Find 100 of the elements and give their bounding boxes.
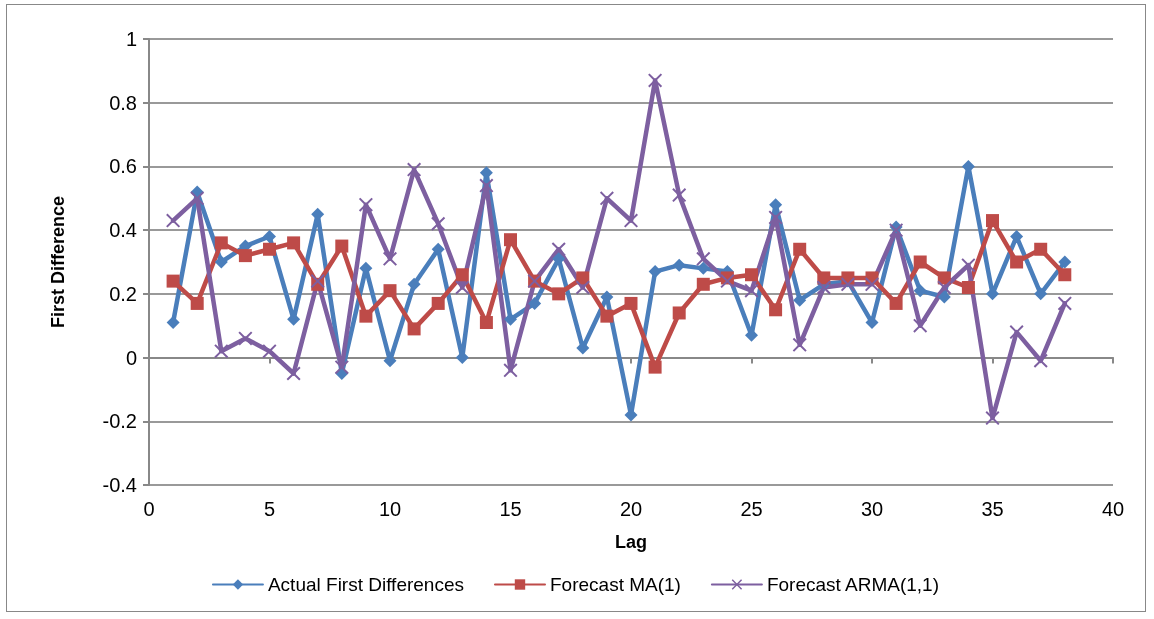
- point: [358, 197, 373, 212]
- point: [551, 242, 566, 257]
- x-tick-label: 25: [740, 498, 763, 520]
- point: [552, 287, 566, 301]
- point: [311, 207, 325, 221]
- x-tick-label: 0: [143, 498, 155, 520]
- point: [575, 280, 590, 295]
- point: [238, 331, 253, 346]
- point: [961, 159, 975, 173]
- point: [937, 271, 951, 285]
- point: [937, 290, 951, 304]
- point: [383, 251, 397, 266]
- point: [286, 366, 301, 381]
- point: [407, 277, 421, 291]
- point: [599, 191, 614, 206]
- point: [816, 280, 831, 295]
- point: [913, 284, 927, 298]
- point: [840, 277, 855, 292]
- y-tick-label: 0.8: [109, 91, 137, 114]
- x-tick-label: 15: [499, 498, 522, 520]
- point: [817, 271, 831, 285]
- y-tick-label: 1: [125, 28, 137, 50]
- point: [937, 280, 952, 295]
- point: [334, 360, 349, 375]
- point: [166, 316, 180, 330]
- point: [696, 261, 710, 275]
- point: [600, 309, 614, 323]
- y-tick-label: -0.4: [102, 474, 137, 496]
- x-tick-label: 30: [860, 498, 884, 520]
- point: [648, 73, 663, 88]
- point: [1034, 242, 1048, 256]
- point: [166, 213, 181, 228]
- y-tick-label: 0.4: [109, 219, 137, 242]
- point: [672, 188, 687, 203]
- point: [1010, 255, 1024, 269]
- point: [455, 351, 469, 365]
- point: [503, 363, 518, 378]
- y-tick-label: 0.6: [109, 155, 137, 178]
- point: [504, 233, 517, 247]
- point: [455, 280, 470, 295]
- point: [672, 306, 686, 320]
- point: [696, 277, 710, 291]
- point: [865, 316, 879, 330]
- point: [792, 337, 807, 352]
- legend-label: Forecast MA(1): [549, 574, 681, 595]
- point: [889, 296, 903, 310]
- x-tick-label: 35: [981, 498, 1004, 520]
- point: [504, 312, 517, 326]
- x-tick-label: 5: [263, 498, 276, 520]
- x-tick-label: 40: [1101, 498, 1125, 520]
- point: [624, 296, 638, 310]
- legend-label: Actual First Differences: [267, 574, 465, 595]
- point: [214, 255, 228, 269]
- point: [407, 322, 421, 336]
- point: [238, 249, 252, 263]
- point: [913, 318, 928, 333]
- point: [431, 242, 445, 256]
- point: [166, 274, 180, 288]
- point: [214, 236, 228, 250]
- point: [913, 255, 927, 269]
- point: [1034, 287, 1048, 301]
- point: [720, 274, 735, 289]
- point: [263, 242, 276, 256]
- point: [190, 191, 205, 206]
- point: [262, 344, 277, 359]
- point: [479, 178, 494, 193]
- point: [431, 216, 446, 231]
- point: [528, 296, 542, 310]
- point: [1057, 296, 1072, 311]
- x-axis-title: Lag: [614, 532, 648, 552]
- y-tick-label: 0.2: [109, 282, 137, 305]
- point: [745, 268, 758, 282]
- point: [190, 296, 204, 310]
- point: [263, 230, 276, 244]
- point: [648, 360, 662, 374]
- point: [648, 265, 662, 279]
- point: [1058, 255, 1072, 269]
- point: [1058, 268, 1072, 282]
- point: [768, 210, 783, 225]
- y-tick-label: -0.2: [102, 410, 137, 433]
- point: [1009, 325, 1024, 340]
- legend-label: Forecast ARMA(1,1): [766, 574, 940, 595]
- y-axis-title: First Difference: [48, 195, 68, 329]
- point: [961, 258, 976, 273]
- x-tick-label: 10: [378, 498, 402, 520]
- point: [961, 280, 975, 294]
- point: [335, 239, 349, 253]
- point: [576, 271, 590, 285]
- point: [214, 344, 229, 359]
- point: [744, 283, 759, 298]
- point: [986, 214, 999, 228]
- y-tick-label: 0: [125, 346, 137, 369]
- point: [696, 251, 711, 266]
- point: [287, 236, 301, 250]
- x-tick-label: 20: [619, 498, 643, 520]
- point: [407, 162, 422, 177]
- point: [889, 223, 904, 238]
- point: [793, 242, 807, 256]
- point: [1033, 353, 1048, 368]
- point: [769, 303, 783, 317]
